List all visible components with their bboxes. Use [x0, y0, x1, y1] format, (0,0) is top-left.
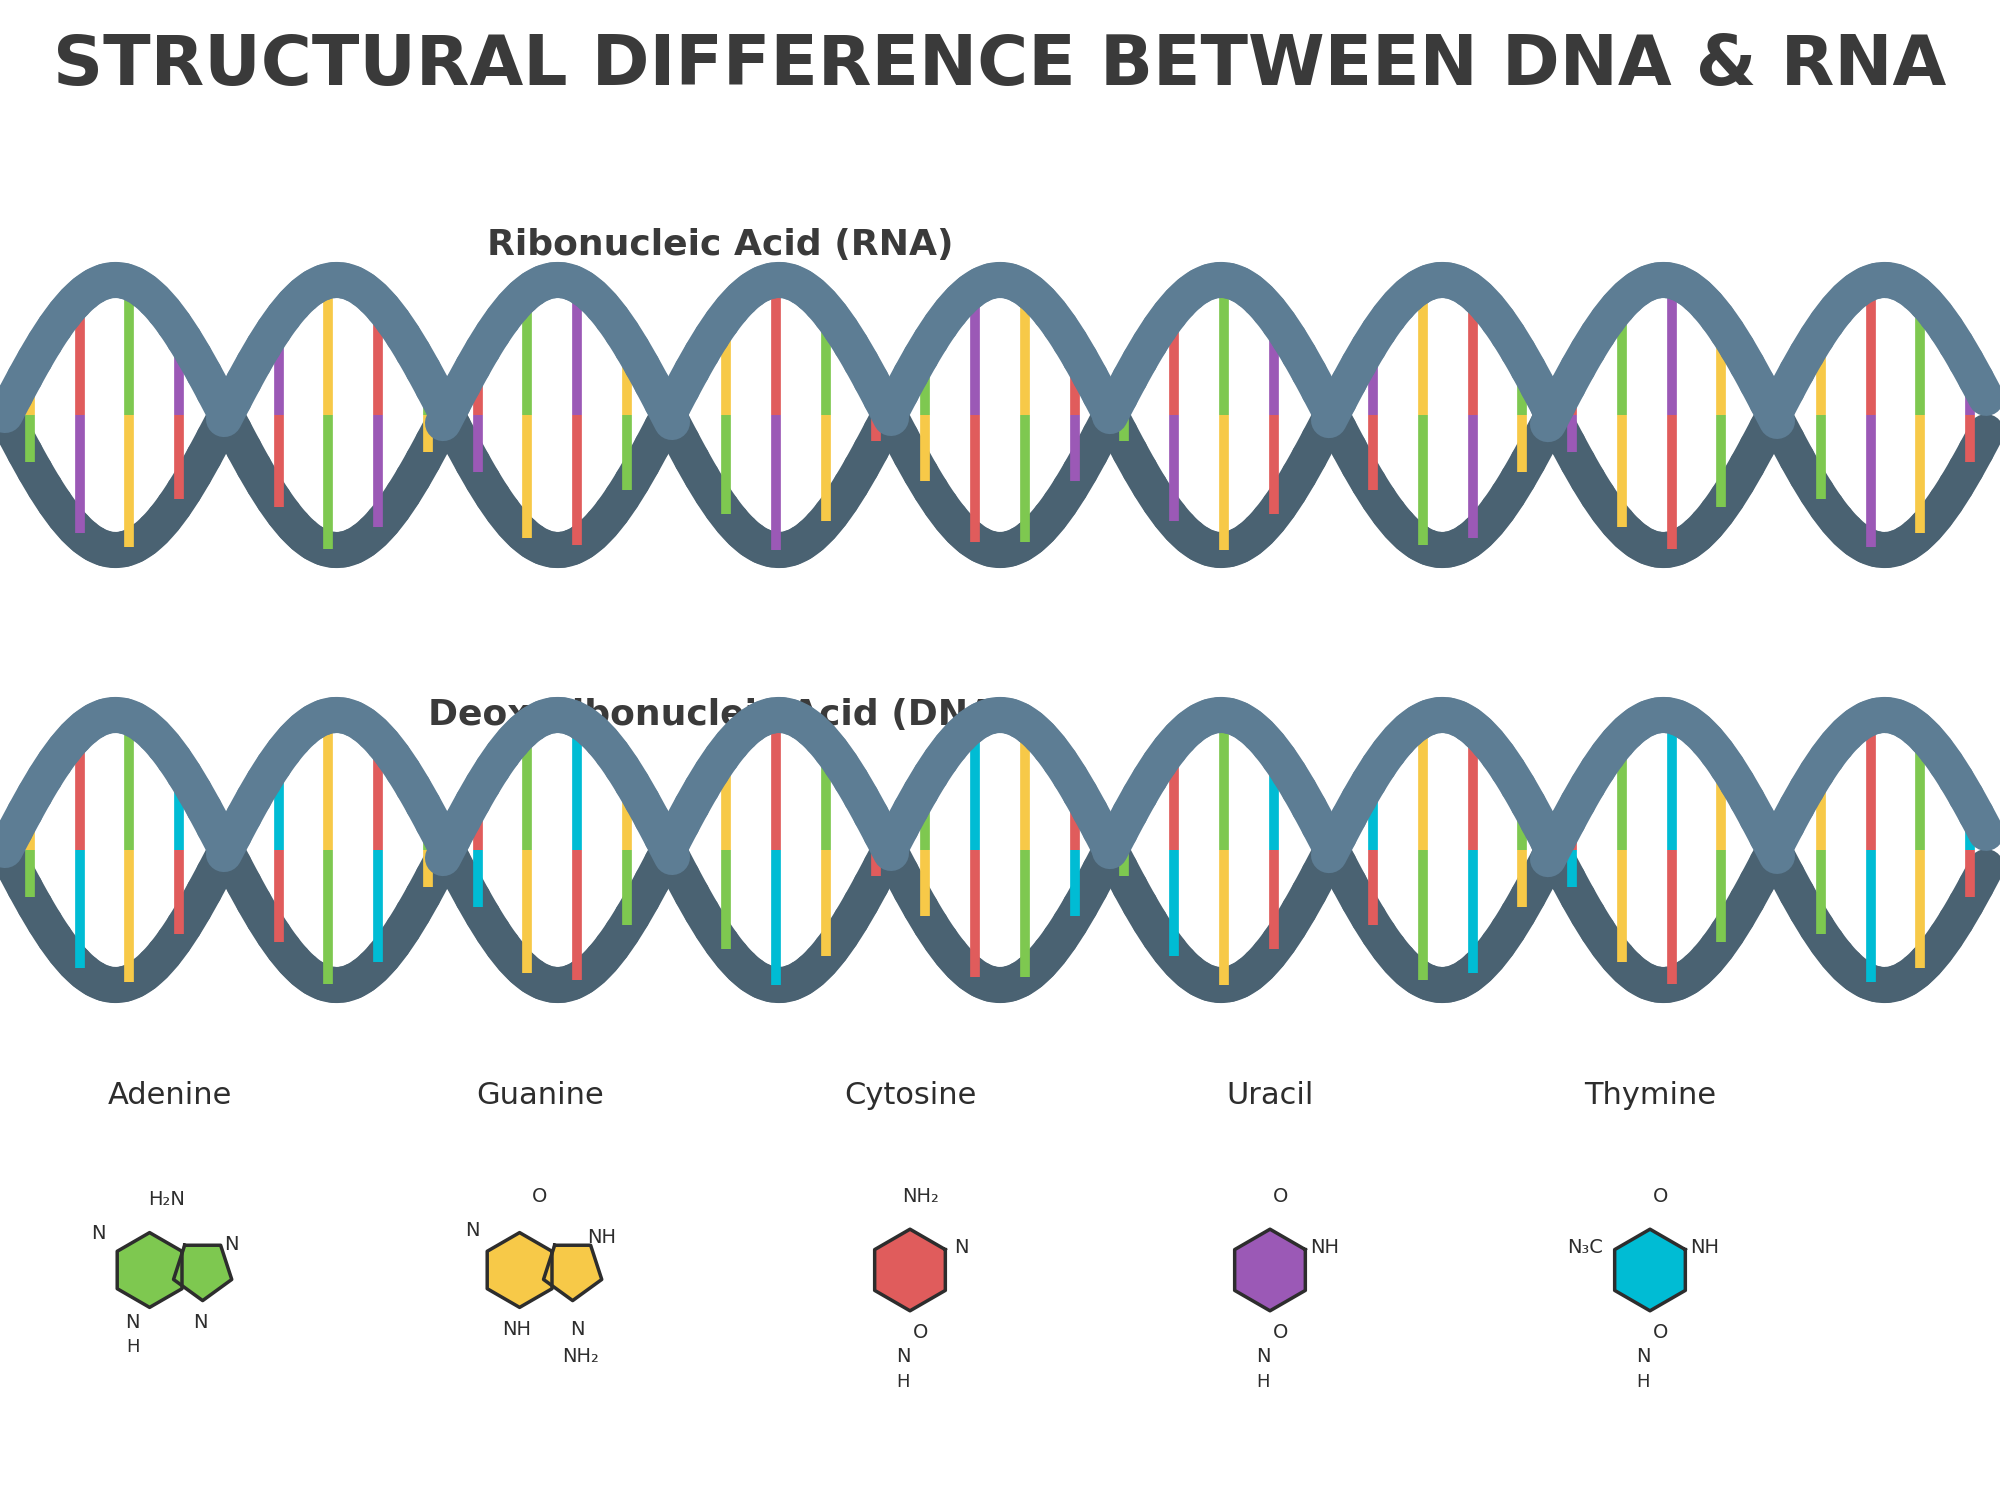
Polygon shape — [874, 1228, 946, 1311]
Text: N: N — [954, 1238, 968, 1257]
Text: O: O — [1272, 1186, 1288, 1206]
Polygon shape — [544, 1245, 602, 1300]
Text: NH₂: NH₂ — [902, 1186, 938, 1206]
Polygon shape — [118, 1233, 182, 1308]
Text: O: O — [1652, 1323, 1668, 1342]
Text: Adenine: Adenine — [108, 1080, 232, 1110]
Text: H: H — [1636, 1372, 1650, 1390]
Polygon shape — [1614, 1228, 1686, 1311]
Polygon shape — [174, 1245, 232, 1300]
Text: NH: NH — [502, 1320, 530, 1338]
Polygon shape — [1234, 1228, 1306, 1311]
Text: NH: NH — [1310, 1238, 1338, 1257]
Text: N: N — [224, 1234, 238, 1254]
Text: NH: NH — [1690, 1238, 1718, 1257]
Text: N: N — [194, 1312, 208, 1332]
Text: Deoxyribonucleic Acid (DNA): Deoxyribonucleic Acid (DNA) — [428, 698, 1012, 732]
Text: H₂N: H₂N — [148, 1191, 186, 1209]
Text: N: N — [1636, 1347, 1650, 1366]
Polygon shape — [488, 1233, 552, 1308]
Text: H: H — [896, 1372, 910, 1390]
Text: Guanine: Guanine — [476, 1080, 604, 1110]
Text: H: H — [1256, 1372, 1270, 1390]
Text: Cytosine: Cytosine — [844, 1080, 976, 1110]
Text: N: N — [92, 1224, 106, 1244]
Text: NH₂: NH₂ — [562, 1347, 600, 1366]
Text: O: O — [912, 1323, 928, 1342]
Text: N: N — [126, 1312, 140, 1332]
Text: N: N — [1256, 1347, 1270, 1366]
Text: O: O — [532, 1186, 548, 1206]
Text: NH: NH — [586, 1228, 616, 1246]
Text: N: N — [464, 1221, 480, 1240]
Text: N: N — [570, 1320, 584, 1338]
Text: N₃C: N₃C — [1568, 1238, 1604, 1257]
Text: O: O — [1652, 1186, 1668, 1206]
Text: Ribonucleic Acid (RNA): Ribonucleic Acid (RNA) — [486, 228, 954, 262]
Text: O: O — [1272, 1323, 1288, 1342]
Text: STRUCTURAL DIFFERENCE BETWEEN DNA & RNA: STRUCTURAL DIFFERENCE BETWEEN DNA & RNA — [54, 32, 1946, 99]
Text: N: N — [896, 1347, 910, 1366]
Text: Thymine: Thymine — [1584, 1080, 1716, 1110]
Text: H: H — [126, 1338, 140, 1356]
Text: Uracil: Uracil — [1226, 1080, 1314, 1110]
